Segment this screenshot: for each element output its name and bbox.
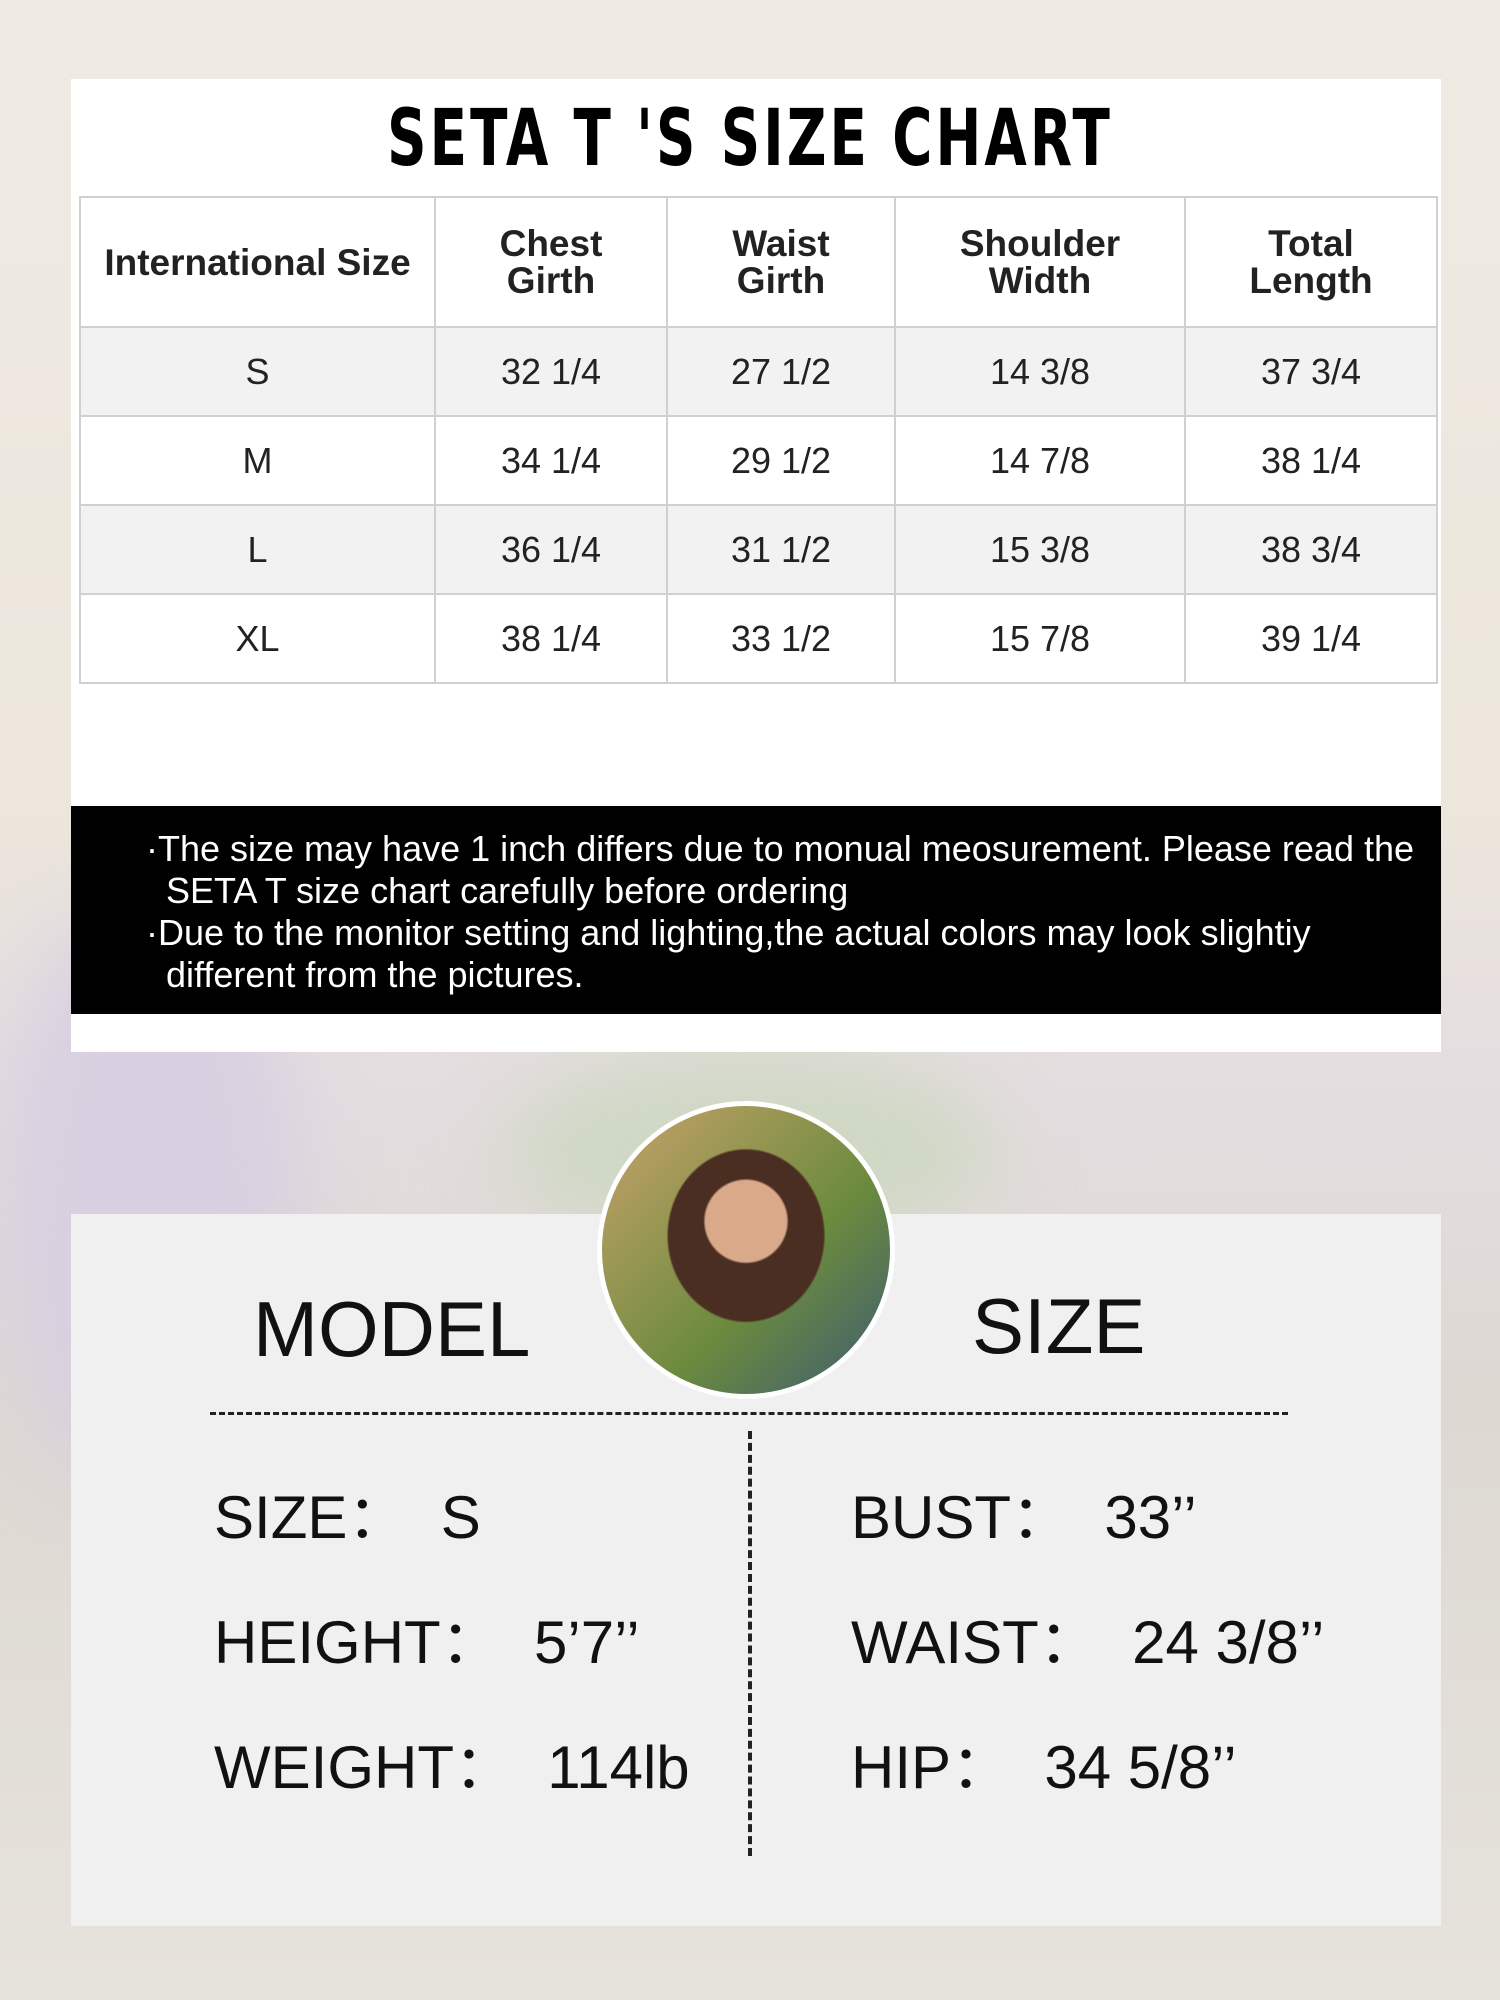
- cell: L: [79, 504, 436, 595]
- cell: 32 1/4: [434, 326, 668, 417]
- model-size: SIZE： S: [214, 1484, 481, 1551]
- cell: 38 1/4: [1184, 415, 1438, 506]
- size-table: International Size Chest Girth Waist Girth…: [79, 196, 1438, 684]
- cell: 29 1/2: [666, 415, 896, 506]
- model-hip: HIP： 34 5/8’’: [851, 1734, 1237, 1801]
- cell: 33 1/2: [666, 593, 896, 684]
- model-bust: BUST： 33’’: [851, 1484, 1197, 1551]
- model-weight: WEIGHT： 114lb: [214, 1734, 690, 1801]
- size-heading: SIZE: [972, 1282, 1146, 1370]
- note: ·Due to the monitor setting and lighting…: [146, 912, 1311, 995]
- header-shoulder-width: Shoulder Width: [894, 196, 1186, 328]
- table-row: M 34 1/4 29 1/2 14 7/8 38 1/4: [79, 415, 1438, 506]
- cell: M: [79, 415, 436, 506]
- vertical-divider: [748, 1431, 752, 1856]
- model-photo: [597, 1101, 895, 1399]
- cell: XL: [79, 593, 436, 684]
- model-heading: MODEL: [253, 1285, 531, 1373]
- cell: 14 7/8: [894, 415, 1186, 506]
- cell: 15 7/8: [894, 593, 1186, 684]
- cell: 37 3/4: [1184, 326, 1438, 417]
- header-international-size: International Size: [79, 196, 436, 328]
- model-waist: WAIST： 24 3/8’’: [851, 1609, 1325, 1676]
- cell: 15 3/8: [894, 504, 1186, 595]
- header-chest-girth: Chest Girth: [434, 196, 668, 328]
- horizontal-divider: [210, 1412, 1288, 1415]
- table-row: S 32 1/4 27 1/2 14 3/8 37 3/4: [79, 326, 1438, 417]
- cell: 31 1/2: [666, 504, 896, 595]
- cell: S: [79, 326, 436, 417]
- chart-title: SETA T 'S SIZE CHART: [387, 94, 1113, 184]
- table-row: XL 38 1/4 33 1/2 15 7/8 39 1/4: [79, 593, 1438, 684]
- cell: 14 3/8: [894, 326, 1186, 417]
- note: ·The size may have 1 inch differs due to…: [146, 828, 1415, 911]
- cell: 39 1/4: [1184, 593, 1438, 684]
- header-row: International Size Chest Girth Waist Girth…: [79, 196, 1438, 328]
- notes-band: ·The size may have 1 inch differs due to…: [71, 806, 1441, 1014]
- cell: 34 1/4: [434, 415, 668, 506]
- cell: 36 1/4: [434, 504, 668, 595]
- cell: 27 1/2: [666, 326, 896, 417]
- table-row: L 36 1/4 31 1/2 15 3/8 38 3/4: [79, 504, 1438, 595]
- header-waist-girth: Waist Girth: [666, 196, 896, 328]
- cell: 38 3/4: [1184, 504, 1438, 595]
- header-total-length: Total Length: [1184, 196, 1438, 328]
- model-height: HEIGHT： 5’7’’: [214, 1609, 640, 1676]
- cell: 38 1/4: [434, 593, 668, 684]
